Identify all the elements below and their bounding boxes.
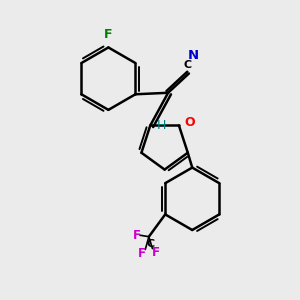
Text: H: H <box>157 119 166 132</box>
Text: C: C <box>146 239 154 249</box>
Text: F: F <box>132 229 140 242</box>
Text: C: C <box>183 60 191 70</box>
Text: O: O <box>185 116 196 129</box>
Text: F: F <box>104 28 112 41</box>
Text: F: F <box>152 246 159 259</box>
Text: F: F <box>138 247 146 260</box>
Text: N: N <box>188 49 199 62</box>
